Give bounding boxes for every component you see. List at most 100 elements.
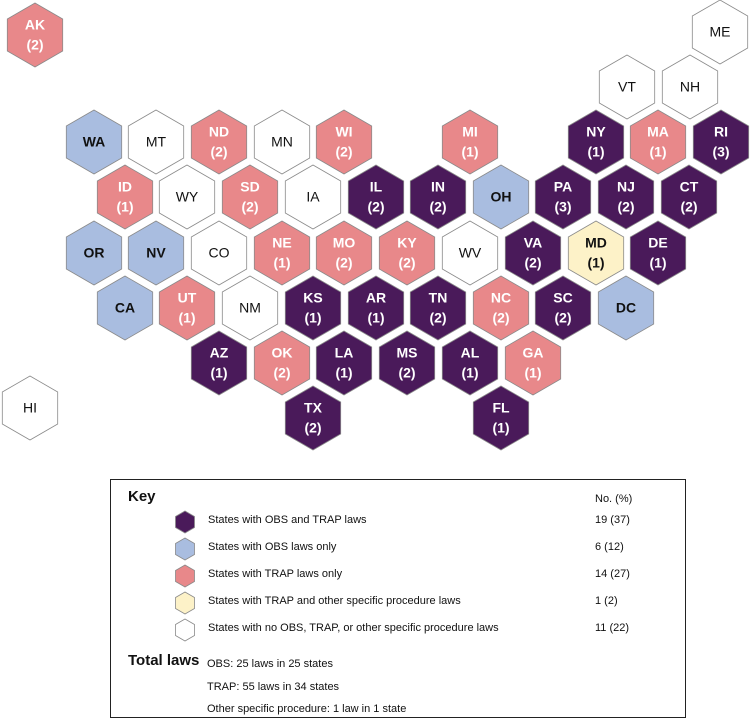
state-hex-shape bbox=[190, 220, 248, 286]
state-law-count: (1) bbox=[367, 310, 384, 326]
key-item-value: 6 (12) bbox=[595, 541, 624, 553]
state-law-count: (1) bbox=[649, 144, 666, 160]
state-hex-shape bbox=[597, 275, 655, 341]
state-hex-ma: MA (1) bbox=[629, 109, 687, 175]
state-abbr: VA bbox=[524, 235, 542, 251]
state-law-count: (2) bbox=[429, 310, 446, 326]
state-hex-shape bbox=[472, 164, 530, 230]
state-hex-shape bbox=[127, 220, 185, 286]
state-hex-shape bbox=[441, 109, 499, 175]
state-hex-tn: TN (2) bbox=[409, 275, 467, 341]
state-law-count: (1) bbox=[304, 310, 321, 326]
state-law-count: (2) bbox=[492, 310, 509, 326]
state-abbr: OH bbox=[491, 189, 512, 205]
state-hex-shape bbox=[253, 330, 311, 396]
state-hex-ne: NE (1) bbox=[253, 220, 311, 286]
state-hex-shape bbox=[504, 220, 562, 286]
state-law-count: (1) bbox=[210, 365, 227, 381]
state-law-count: (2) bbox=[398, 365, 415, 381]
state-law-count: (2) bbox=[304, 420, 321, 436]
state-hex-shape bbox=[472, 275, 530, 341]
state-hex-ca: CA bbox=[96, 275, 154, 341]
state-hex-mt: MT bbox=[127, 109, 185, 175]
state-law-count: (2) bbox=[367, 199, 384, 215]
state-abbr: NH bbox=[680, 79, 700, 95]
key-item-obs-and-trap: States with OBS and TRAP laws 19 (37) bbox=[173, 510, 673, 534]
state-hex-shape bbox=[190, 330, 248, 396]
state-abbr: UT bbox=[178, 290, 197, 306]
state-hex-shape bbox=[660, 164, 718, 230]
state-abbr: FL bbox=[492, 400, 510, 416]
state-abbr: MA bbox=[647, 124, 669, 140]
state-abbr: NV bbox=[146, 245, 166, 261]
key-item-value: 19 (37) bbox=[595, 514, 630, 526]
state-law-count: (2) bbox=[335, 144, 352, 160]
state-hex-shape bbox=[597, 164, 655, 230]
state-hex-nj: NJ (2) bbox=[597, 164, 655, 230]
state-law-count: (2) bbox=[210, 144, 227, 160]
key-item-trap-only: States with TRAP laws only 14 (27) bbox=[173, 564, 673, 588]
state-hex-shape bbox=[190, 109, 248, 175]
state-law-count: (2) bbox=[617, 199, 634, 215]
hex-swatch-icon bbox=[175, 564, 195, 588]
state-abbr: MS bbox=[397, 345, 418, 361]
state-hex-ak: AK (2) bbox=[6, 2, 64, 68]
state-hex-il: IL (2) bbox=[347, 164, 405, 230]
state-hex-shape bbox=[65, 109, 123, 175]
state-hex-shape bbox=[253, 220, 311, 286]
state-hex-nh: NH bbox=[661, 54, 719, 120]
state-hex-ar: AR (1) bbox=[347, 275, 405, 341]
state-hex-shape bbox=[65, 220, 123, 286]
state-law-count: (2) bbox=[26, 37, 43, 53]
state-abbr: IA bbox=[306, 189, 320, 205]
state-hex-mi: MI (1) bbox=[441, 109, 499, 175]
state-hex-nd: ND (2) bbox=[190, 109, 248, 175]
state-hex-nc: NC (2) bbox=[472, 275, 530, 341]
state-law-count: (2) bbox=[680, 199, 697, 215]
state-hex-wy: WY bbox=[158, 164, 216, 230]
key-item-label: States with TRAP laws only bbox=[208, 568, 343, 580]
state-abbr: MI bbox=[462, 124, 478, 140]
state-hex-wi: WI (2) bbox=[315, 109, 373, 175]
state-abbr: IL bbox=[370, 179, 383, 195]
key-item-value: 1 (2) bbox=[595, 595, 618, 607]
state-hex-wa: WA bbox=[65, 109, 123, 175]
state-abbr: NE bbox=[272, 235, 291, 251]
state-hex-co: CO bbox=[190, 220, 248, 286]
state-hex-mo: MO (2) bbox=[315, 220, 373, 286]
state-abbr: MN bbox=[271, 134, 293, 150]
state-law-count: (2) bbox=[273, 365, 290, 381]
key-column-header: No. (%) bbox=[595, 493, 633, 505]
state-abbr: WY bbox=[176, 189, 199, 205]
state-law-count: (1) bbox=[461, 144, 478, 160]
state-hex-map: AK (2) ME VT NH WA MT ND (2) MN WI (2) MI (1) NY (1) MA (… bbox=[1, 0, 750, 451]
state-abbr: HI bbox=[23, 400, 37, 416]
state-hex-shape bbox=[378, 220, 436, 286]
state-hex-nv: NV bbox=[127, 220, 185, 286]
state-hex-shape bbox=[284, 275, 342, 341]
state-hex-shape bbox=[661, 54, 719, 120]
state-abbr: CA bbox=[115, 300, 135, 316]
state-abbr: WA bbox=[83, 134, 106, 150]
state-abbr: NJ bbox=[617, 179, 635, 195]
key-item-obs-only: States with OBS laws only 6 (12) bbox=[173, 537, 673, 561]
state-abbr: OK bbox=[272, 345, 293, 361]
state-hex-ms: MS (2) bbox=[378, 330, 436, 396]
state-law-count: (1) bbox=[587, 144, 604, 160]
state-abbr: VT bbox=[618, 79, 636, 95]
hex-swatch-icon bbox=[175, 537, 195, 561]
state-hex-shape bbox=[158, 275, 216, 341]
state-hex-ut: UT (1) bbox=[158, 275, 216, 341]
key-item-value: 14 (27) bbox=[595, 568, 630, 580]
state-hex-shape bbox=[692, 109, 750, 175]
state-hex-az: AZ (1) bbox=[190, 330, 248, 396]
state-hex-mn: MN bbox=[253, 109, 311, 175]
state-abbr: AR bbox=[366, 290, 386, 306]
state-hex-shape bbox=[158, 164, 216, 230]
state-abbr: PA bbox=[554, 179, 572, 195]
state-abbr: ID bbox=[118, 179, 132, 195]
state-abbr: NY bbox=[586, 124, 606, 140]
state-hex-shape bbox=[567, 220, 625, 286]
state-hex-va: VA (2) bbox=[504, 220, 562, 286]
state-abbr: LA bbox=[335, 345, 354, 361]
